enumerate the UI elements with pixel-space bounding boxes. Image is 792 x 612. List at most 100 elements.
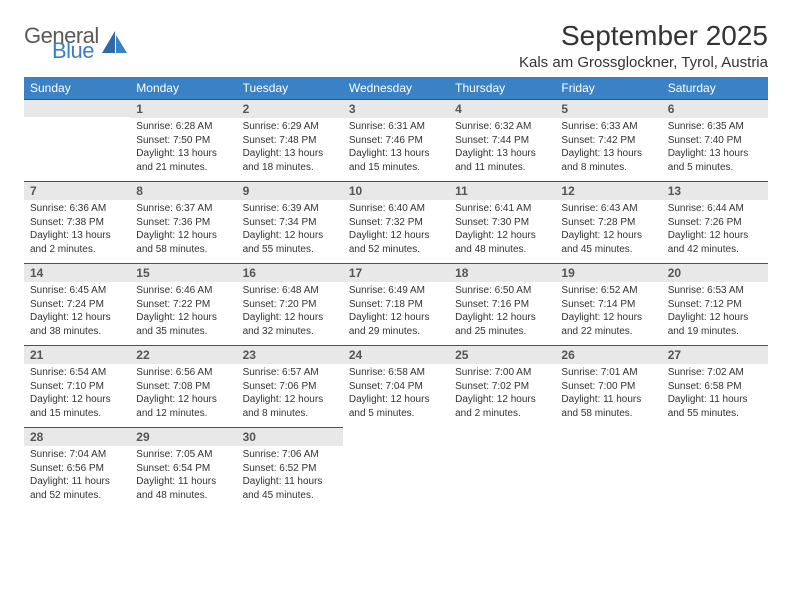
day-sunrise: Sunrise: 7:01 AM (561, 366, 655, 380)
day-sunrise: Sunrise: 6:49 AM (349, 284, 443, 298)
day-sunset: Sunset: 7:42 PM (561, 134, 655, 148)
day-cell: 15Sunrise: 6:46 AMSunset: 7:22 PMDayligh… (130, 263, 236, 345)
day-number: 15 (130, 263, 236, 282)
day-daylight2: and 2 minutes. (455, 407, 549, 421)
day-sunrise: Sunrise: 6:39 AM (243, 202, 337, 216)
day-header: Friday (555, 77, 661, 99)
day-daylight1: Daylight: 12 hours (30, 311, 124, 325)
day-cell: 28Sunrise: 7:04 AMSunset: 6:56 PMDayligh… (24, 427, 130, 509)
day-sunset: Sunset: 7:20 PM (243, 298, 337, 312)
day-content: Sunrise: 6:46 AMSunset: 7:22 PMDaylight:… (130, 282, 236, 342)
day-sunset: Sunset: 7:50 PM (136, 134, 230, 148)
day-header: Sunday (24, 77, 130, 99)
day-content: Sunrise: 7:04 AMSunset: 6:56 PMDaylight:… (24, 446, 130, 506)
day-content: Sunrise: 6:53 AMSunset: 7:12 PMDaylight:… (662, 282, 768, 342)
day-daylight2: and 5 minutes. (349, 407, 443, 421)
day-number: 20 (662, 263, 768, 282)
day-daylight2: and 21 minutes. (136, 161, 230, 175)
day-daylight1: Daylight: 12 hours (561, 229, 655, 243)
day-sunrise: Sunrise: 6:53 AM (668, 284, 762, 298)
day-number: 30 (237, 427, 343, 446)
day-sunrise: Sunrise: 6:37 AM (136, 202, 230, 216)
day-cell: 30Sunrise: 7:06 AMSunset: 6:52 PMDayligh… (237, 427, 343, 509)
day-sunset: Sunset: 7:14 PM (561, 298, 655, 312)
day-sunset: Sunset: 7:38 PM (30, 216, 124, 230)
day-content: Sunrise: 6:57 AMSunset: 7:06 PMDaylight:… (237, 364, 343, 424)
day-daylight1: Daylight: 12 hours (455, 311, 549, 325)
day-daylight1: Daylight: 12 hours (136, 393, 230, 407)
calendar-week-row: 28Sunrise: 7:04 AMSunset: 6:56 PMDayligh… (24, 427, 768, 509)
day-content: Sunrise: 7:01 AMSunset: 7:00 PMDaylight:… (555, 364, 661, 424)
day-cell: 23Sunrise: 6:57 AMSunset: 7:06 PMDayligh… (237, 345, 343, 427)
day-number: 1 (130, 99, 236, 118)
day-sunset: Sunset: 7:10 PM (30, 380, 124, 394)
calendar-week-row: 14Sunrise: 6:45 AMSunset: 7:24 PMDayligh… (24, 263, 768, 345)
day-cell: 20Sunrise: 6:53 AMSunset: 7:12 PMDayligh… (662, 263, 768, 345)
day-cell: 1Sunrise: 6:28 AMSunset: 7:50 PMDaylight… (130, 99, 236, 181)
day-number: 22 (130, 345, 236, 364)
day-daylight2: and 29 minutes. (349, 325, 443, 339)
day-cell: 29Sunrise: 7:05 AMSunset: 6:54 PMDayligh… (130, 427, 236, 509)
header: General Blue September 2025 Kals am Gros… (24, 20, 768, 71)
day-content: Sunrise: 6:39 AMSunset: 7:34 PMDaylight:… (237, 200, 343, 260)
day-cell: 26Sunrise: 7:01 AMSunset: 7:00 PMDayligh… (555, 345, 661, 427)
day-sunset: Sunset: 7:36 PM (136, 216, 230, 230)
day-content: Sunrise: 6:44 AMSunset: 7:26 PMDaylight:… (662, 200, 768, 260)
day-cell: 25Sunrise: 7:00 AMSunset: 7:02 PMDayligh… (449, 345, 555, 427)
day-daylight2: and 48 minutes. (136, 489, 230, 503)
day-daylight1: Daylight: 12 hours (668, 229, 762, 243)
day-daylight2: and 32 minutes. (243, 325, 337, 339)
day-sunrise: Sunrise: 6:36 AM (30, 202, 124, 216)
day-sunset: Sunset: 7:18 PM (349, 298, 443, 312)
day-daylight2: and 58 minutes. (136, 243, 230, 257)
day-cell: 24Sunrise: 6:58 AMSunset: 7:04 PMDayligh… (343, 345, 449, 427)
day-number: 10 (343, 181, 449, 200)
day-sunset: Sunset: 7:06 PM (243, 380, 337, 394)
day-content: Sunrise: 6:31 AMSunset: 7:46 PMDaylight:… (343, 118, 449, 178)
day-cell (555, 427, 661, 509)
day-sunrise: Sunrise: 6:52 AM (561, 284, 655, 298)
day-daylight1: Daylight: 12 hours (243, 229, 337, 243)
day-daylight2: and 22 minutes. (561, 325, 655, 339)
day-number: 9 (237, 181, 343, 200)
day-sunrise: Sunrise: 6:54 AM (30, 366, 124, 380)
day-number: 5 (555, 99, 661, 118)
day-sunrise: Sunrise: 6:44 AM (668, 202, 762, 216)
logo-text: General Blue (24, 26, 99, 62)
day-daylight1: Daylight: 12 hours (349, 393, 443, 407)
day-daylight1: Daylight: 13 hours (136, 147, 230, 161)
day-daylight1: Daylight: 12 hours (455, 229, 549, 243)
day-daylight2: and 5 minutes. (668, 161, 762, 175)
day-daylight1: Daylight: 12 hours (243, 393, 337, 407)
day-header: Wednesday (343, 77, 449, 99)
day-content: Sunrise: 6:28 AMSunset: 7:50 PMDaylight:… (130, 118, 236, 178)
day-sunset: Sunset: 7:34 PM (243, 216, 337, 230)
day-content: Sunrise: 6:54 AMSunset: 7:10 PMDaylight:… (24, 364, 130, 424)
day-number: 27 (662, 345, 768, 364)
day-number: 24 (343, 345, 449, 364)
day-daylight2: and 8 minutes. (561, 161, 655, 175)
day-content: Sunrise: 6:43 AMSunset: 7:28 PMDaylight:… (555, 200, 661, 260)
day-cell: 6Sunrise: 6:35 AMSunset: 7:40 PMDaylight… (662, 99, 768, 181)
empty-day-bar (24, 99, 130, 117)
day-sunrise: Sunrise: 6:56 AM (136, 366, 230, 380)
day-daylight2: and 18 minutes. (243, 161, 337, 175)
day-daylight2: and 45 minutes. (243, 489, 337, 503)
day-daylight2: and 19 minutes. (668, 325, 762, 339)
day-daylight2: and 25 minutes. (455, 325, 549, 339)
day-daylight1: Daylight: 13 hours (455, 147, 549, 161)
day-number: 23 (237, 345, 343, 364)
calendar-body: 1Sunrise: 6:28 AMSunset: 7:50 PMDaylight… (24, 99, 768, 509)
day-sunset: Sunset: 7:26 PM (668, 216, 762, 230)
day-daylight2: and 55 minutes. (243, 243, 337, 257)
day-sunset: Sunset: 7:00 PM (561, 380, 655, 394)
day-number: 13 (662, 181, 768, 200)
day-daylight1: Daylight: 12 hours (136, 311, 230, 325)
day-cell: 18Sunrise: 6:50 AMSunset: 7:16 PMDayligh… (449, 263, 555, 345)
day-content: Sunrise: 6:56 AMSunset: 7:08 PMDaylight:… (130, 364, 236, 424)
day-number: 12 (555, 181, 661, 200)
day-sunrise: Sunrise: 7:00 AM (455, 366, 549, 380)
day-content: Sunrise: 6:35 AMSunset: 7:40 PMDaylight:… (662, 118, 768, 178)
day-sunrise: Sunrise: 6:58 AM (349, 366, 443, 380)
day-sunset: Sunset: 6:56 PM (30, 462, 124, 476)
